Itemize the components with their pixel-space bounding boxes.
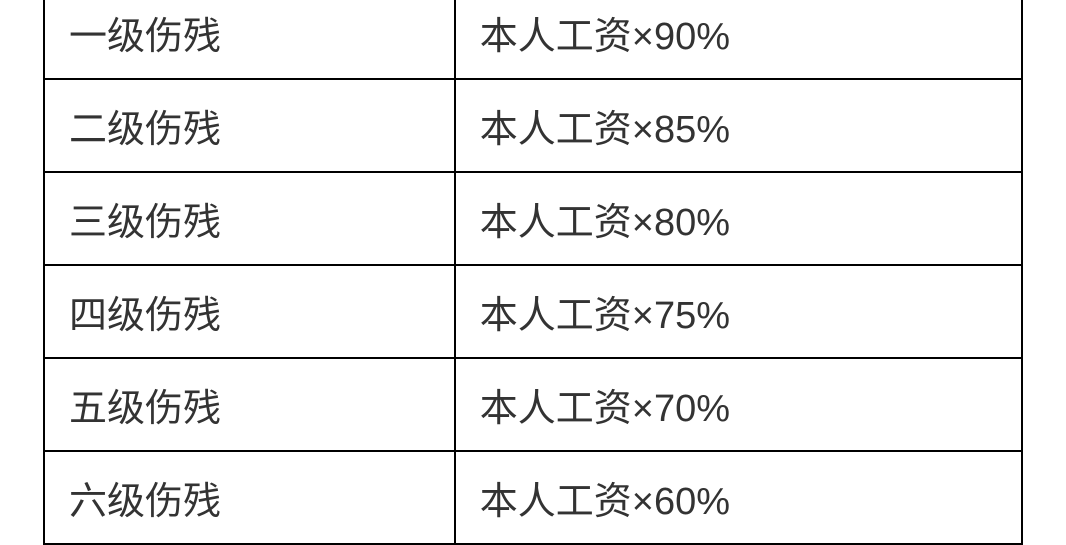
table-row: 二级伤残 本人工资×85% <box>44 79 1022 172</box>
table-row: 三级伤残 本人工资×80% <box>44 172 1022 265</box>
cell-formula: 本人工资×80% <box>455 172 1022 265</box>
cell-level: 五级伤残 <box>44 358 455 451</box>
cell-formula: 本人工资×75% <box>455 265 1022 358</box>
cell-formula: 本人工资×60% <box>455 451 1022 544</box>
cell-level: 四级伤残 <box>44 265 455 358</box>
cell-level: 一级伤残 <box>44 0 455 79</box>
data-table: 一级伤残 本人工资×90% 二级伤残 本人工资×85% 三级伤残 本人工资×80… <box>43 0 1023 545</box>
cell-level: 六级伤残 <box>44 451 455 544</box>
table-row: 五级伤残 本人工资×70% <box>44 358 1022 451</box>
cell-formula: 本人工资×85% <box>455 79 1022 172</box>
table-row: 六级伤残 本人工资×60% <box>44 451 1022 544</box>
table-row: 一级伤残 本人工资×90% <box>44 0 1022 79</box>
cell-level: 二级伤残 <box>44 79 455 172</box>
cell-level: 三级伤残 <box>44 172 455 265</box>
disability-compensation-table: 一级伤残 本人工资×90% 二级伤残 本人工资×85% 三级伤残 本人工资×80… <box>43 0 1023 545</box>
table-row: 四级伤残 本人工资×75% <box>44 265 1022 358</box>
cell-formula: 本人工资×70% <box>455 358 1022 451</box>
cell-formula: 本人工资×90% <box>455 0 1022 79</box>
